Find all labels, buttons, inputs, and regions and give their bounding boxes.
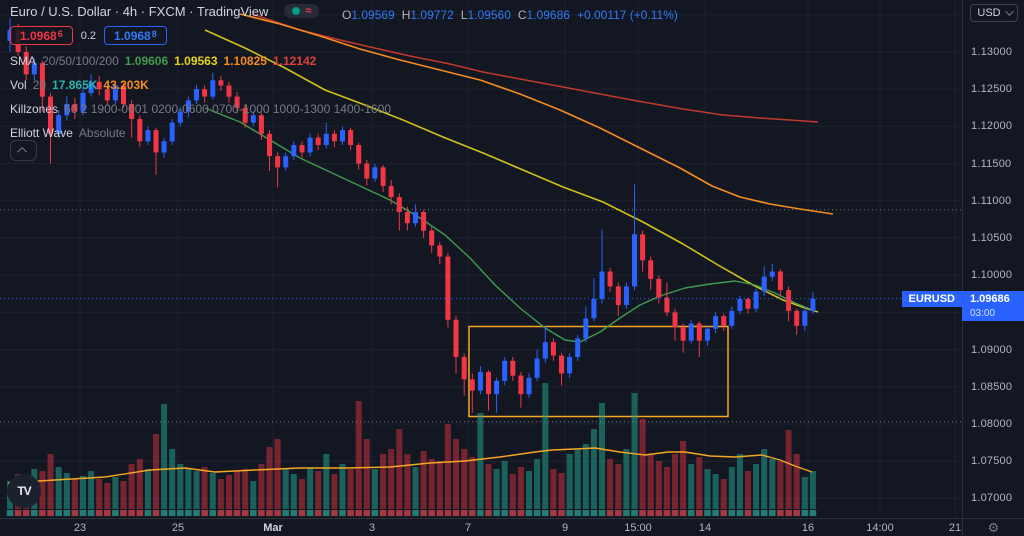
price-tick: 1.08500 — [971, 380, 1013, 393]
price-tick: 1.11000 — [971, 194, 1012, 207]
ohlc-key: C — [517, 8, 527, 22]
symbol-title[interactable]: Euro / U.S. Dollar · 4h · FXCM · Trading… — [10, 3, 269, 19]
indicator-params: 20/50/100/200 — [42, 54, 119, 68]
indicator-value: 1.12142 — [272, 54, 317, 68]
indicator-name: Vol — [10, 78, 27, 92]
indicator-params: Absolute — [78, 126, 126, 140]
price-axis[interactable]: USD 1.13000 1.12500 1.12000 1.11500 1.11000 1… — [962, 0, 1024, 518]
time-tick: 25 — [171, 522, 185, 534]
ohlc-key: O — [342, 8, 352, 22]
indicator-name: Killzones — [10, 102, 59, 116]
current-price-tag: EURUSD 1.09686 03:00 — [901, 290, 1024, 321]
indicator-name: Elliott Wave — [10, 126, 73, 140]
time-tick: 21 — [948, 522, 962, 534]
indicator-params: 20 — [32, 78, 47, 92]
volume-series — [7, 383, 816, 509]
legend-row-killzones[interactable]: Killzones 60 2 1900-0001 0200-0600 0700-1… — [10, 102, 391, 116]
ohlc-values: O1.09569 H1.09772 L1.09560 C1.09686 +0.00117… — [335, 8, 678, 22]
volume-ma-line — [7, 447, 813, 484]
time-tick: 9 — [561, 522, 569, 534]
indicator-value: 43.203K — [103, 78, 149, 92]
price-tick: 1.07500 — [971, 455, 1013, 468]
time-axis[interactable]: 23 25 Mar 3 7 9 15:00 14 16 14:00 21 — [0, 518, 962, 536]
price-tick: 1.09000 — [971, 343, 1013, 356]
indicator-params: 60 2 1900-0001 0200-0600 0700-1000 1000-… — [64, 102, 391, 116]
trade-panel: 1.0968 6 0.2 1.0968 8 — [10, 26, 167, 45]
sma-lines — [204, 13, 834, 343]
price-tick: 1.11500 — [971, 157, 1012, 170]
drawing-box[interactable] — [468, 325, 729, 418]
chart-canvas[interactable] — [0, 0, 962, 518]
ohlc-key: L — [460, 8, 468, 22]
chevron-down-icon — [1004, 7, 1014, 16]
time-tick: 23 — [73, 522, 87, 534]
indicator-value: 1.09606 — [124, 54, 169, 68]
time-tick: 3 — [368, 522, 376, 534]
change-value: +0.00117 (+0.11%) — [576, 8, 678, 22]
indicator-legend: SMA 20/50/100/200 1.09606 1.09563 1.10825 1.1… — [10, 54, 391, 150]
legend-collapse-button[interactable] — [10, 140, 37, 161]
sell-button[interactable]: 1.0968 6 — [10, 26, 73, 45]
price-tick: 1.08000 — [971, 418, 1013, 430]
legend-row-elliott[interactable]: Elliott Wave Absolute — [10, 126, 391, 140]
legend-row-vol[interactable]: Vol 20 17.865K 43.203K — [10, 78, 391, 92]
chart-legend: Euro / U.S. Dollar · 4h · FXCM · Trading… — [10, 4, 490, 27]
currency-selector[interactable]: USD — [970, 4, 1018, 22]
price-tick: 1.13000 — [971, 46, 1013, 58]
time-tick: 14:00 — [866, 522, 894, 534]
time-tick: 7 — [464, 522, 472, 534]
spread-value: 0.2 — [77, 29, 100, 42]
ohlc-value: 1.09569 — [351, 8, 395, 22]
currency-label: USD — [977, 7, 1001, 19]
price-tick: 1.07000 — [971, 492, 1013, 505]
ohlc-value: 1.09772 — [410, 8, 454, 22]
candlestick-series — [7, 18, 816, 413]
time-tick: 16 — [801, 522, 815, 534]
time-tick: 15:00 — [624, 522, 652, 534]
symbol-badge: EURUSD — [901, 290, 962, 307]
connection-status-icon — [292, 7, 301, 15]
price-tick: 1.10500 — [971, 232, 1013, 244]
ohlc-value: 1.09686 — [526, 8, 570, 22]
price-tick: 1.12000 — [971, 120, 1013, 133]
indicator-name: SMA — [10, 54, 37, 68]
data-delayed-icon: ≈ — [305, 5, 312, 17]
last-price-badge: 1.09686 — [962, 290, 1024, 307]
time-tick: Mar — [263, 522, 283, 534]
axis-settings-corner[interactable]: ⚙ — [962, 518, 1024, 536]
bar-countdown: 03:00 — [962, 306, 1024, 321]
ohlc-key: H — [401, 8, 411, 22]
buy-button[interactable]: 1.0968 8 — [104, 26, 167, 45]
time-tick: 14 — [698, 522, 712, 534]
price-tick: 1.12500 — [971, 83, 1013, 96]
legend-row-sma[interactable]: SMA 20/50/100/200 1.09606 1.09563 1.10825 1.1… — [10, 54, 391, 68]
tradingview-logo[interactable]: TV — [7, 474, 41, 508]
chevron-up-icon — [17, 146, 28, 157]
killzone-strip — [6, 510, 817, 516]
gear-icon[interactable]: ⚙ — [987, 519, 1000, 535]
price-tick: 1.10000 — [971, 269, 1013, 282]
indicator-value: 1.10825 — [223, 54, 267, 68]
ohlc-value: 1.09560 — [467, 8, 511, 22]
market-status-pill[interactable]: ≈ — [284, 4, 320, 18]
plot-svg — [0, 0, 962, 518]
indicator-value: 1.09563 — [174, 54, 218, 68]
indicator-value: 17.865K — [52, 78, 98, 92]
